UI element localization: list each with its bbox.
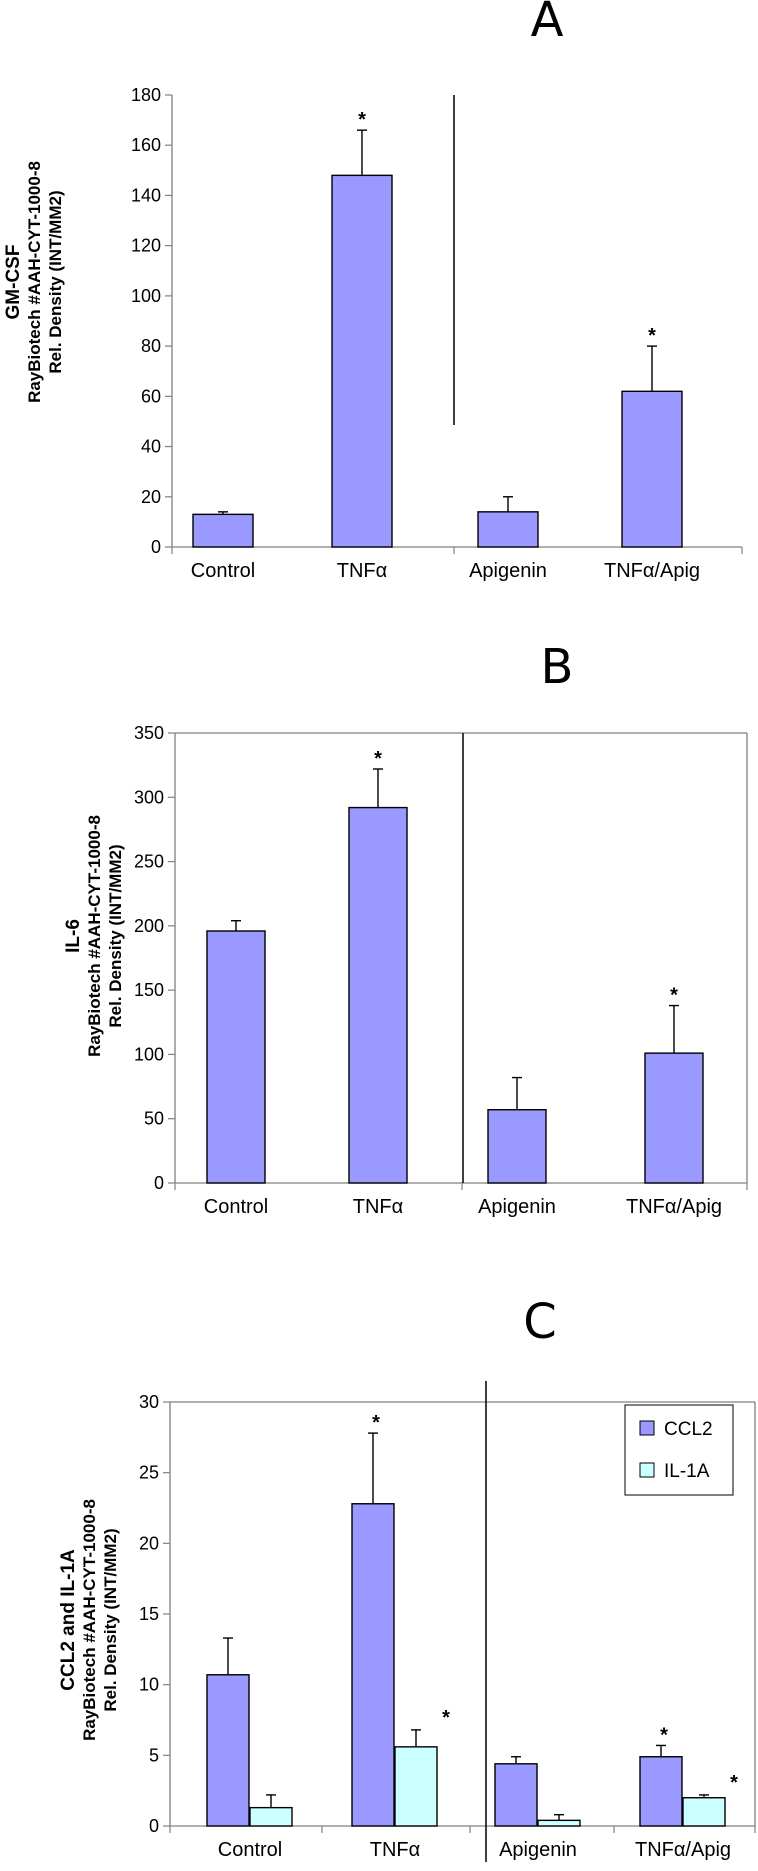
x-category-label: TNFα [337,560,387,582]
significance-star: * [372,1412,380,1434]
y-tick-label: 0 [154,1173,164,1193]
panel-c-ylabel-line3: Rel. Density (INT/MM2) [101,1528,120,1711]
legend-label-il1a: IL-1A [664,1461,710,1482]
y-tick-label: 5 [149,1745,159,1765]
panel-c-letter: C [523,1294,557,1350]
bar-gm-csf-1 [331,174,393,548]
panel-a-letter: A [531,0,564,48]
y-tick-label: 20 [139,1533,159,1553]
panel-a-ylabel: GM-CSF RayBiotech #AAH-CYT-1000-8 Rel. D… [3,161,65,403]
panel-c-ylabel: CCL2 and IL-1A RayBiotech #AAH-CYT-1000-… [58,1499,120,1741]
y-tick-label: 200 [134,916,164,936]
bar-il-6-1 [348,806,408,1184]
x-category-label: TNFα/Apig [635,1839,731,1861]
panel-a-ylabel-line2: RayBiotech #AAH-CYT-1000-8 [25,161,44,403]
y-tick-label: 0 [149,1816,159,1836]
y-tick-label: 160 [131,135,161,155]
panel-b-ylabel-line2: RayBiotech #AAH-CYT-1000-8 [85,815,104,1057]
legend-swatch-ccl2 [639,1420,655,1436]
y-tick-label: 40 [141,437,161,457]
x-category-label: Control [204,1196,268,1218]
legend-label-ccl2: CCL2 [664,1419,713,1440]
panel-a-chart: 0 20 40 60 80 100 120 140 160 180 * * Control TNFα Api… [131,85,743,582]
bar-gm-csf-0 [192,513,254,548]
significance-star: * [660,1724,668,1746]
bar-gm-csf-2 [477,511,539,548]
bar-il-1a-3 [682,1797,726,1827]
y-tick-label: 15 [139,1604,159,1624]
significance-star: * [648,325,656,347]
bar-il-1a-2 [537,1819,581,1827]
x-category-label: TNFα/Apig [604,560,700,582]
y-tick-label: 10 [139,1675,159,1695]
y-tick-label: 150 [134,980,164,1000]
legend-swatch-il1a [639,1462,655,1478]
x-category-label: TNFα [370,1839,420,1861]
bar-il-1a-1 [394,1746,438,1827]
panel-b-ylabel: IL-6 RayBiotech #AAH-CYT-1000-8 Rel. Den… [63,815,125,1057]
panel-b-chart: 0 50 100 150 200 250 300 350 * * Control TNFα Apigen… [134,723,748,1218]
x-category-label: Apigenin [469,560,547,582]
y-tick-label: 100 [134,1044,164,1064]
y-tick-label: 30 [139,1392,159,1412]
y-tick-label: 50 [144,1109,164,1129]
bar-ccl2-0 [206,1674,250,1827]
y-tick-label: 20 [141,487,161,507]
y-tick-label: 140 [131,185,161,205]
significance-star: * [374,748,382,770]
x-category-label: TNFα [353,1196,403,1218]
y-tick-label: 60 [141,386,161,406]
y-tick-label: 350 [134,723,164,743]
panel-c-legend: CCL2 IL-1A [624,1404,734,1496]
panel-c-chart: 0 5 10 15 20 25 30 * * * * Control TNFα Apigenin TNFα/… [139,1381,756,1862]
y-tick-label: 25 [139,1463,159,1483]
x-category-label: TNFα/Apig [626,1196,722,1218]
x-category-label: Apigenin [478,1196,556,1218]
y-tick-label: 180 [131,85,161,105]
x-category-label: Control [218,1839,282,1861]
significance-star: * [358,109,366,131]
bar-ccl2-3 [639,1756,683,1827]
significance-star: * [670,985,678,1007]
legend-box [624,1404,734,1496]
panel-b-letter: B [541,639,574,695]
bar-il-6-3 [644,1052,704,1184]
panel-a-ylabel-line3: Rel. Density (INT/MM2) [46,190,65,373]
panel-b-ylabel-line1: IL-6 [63,919,84,953]
y-tick-label: 0 [151,537,161,557]
panel-c-ylabel-line1: CCL2 and IL-1A [58,1549,79,1691]
x-category-label: Control [191,560,255,582]
significance-star: * [442,1707,450,1729]
panel-a-ylabel-line1: GM-CSF [3,245,24,320]
bar-ccl2-1 [351,1503,395,1827]
y-tick-label: 250 [134,852,164,872]
y-tick-label: 100 [131,286,161,306]
panel-c-ylabel-line2: RayBiotech #AAH-CYT-1000-8 [80,1499,99,1741]
bar-il-1a-0 [249,1806,293,1827]
bar-ccl2-2 [494,1763,538,1827]
bar-gm-csf-3 [621,390,683,548]
y-tick-label: 80 [141,336,161,356]
significance-star: * [730,1772,738,1794]
bar-il-6-0 [206,930,266,1184]
x-category-label: Apigenin [499,1839,577,1861]
y-tick-label: 300 [134,787,164,807]
bar-il-6-2 [487,1109,547,1184]
y-tick-label: 120 [131,236,161,256]
panel-b-ylabel-line3: Rel. Density (INT/MM2) [106,844,125,1027]
